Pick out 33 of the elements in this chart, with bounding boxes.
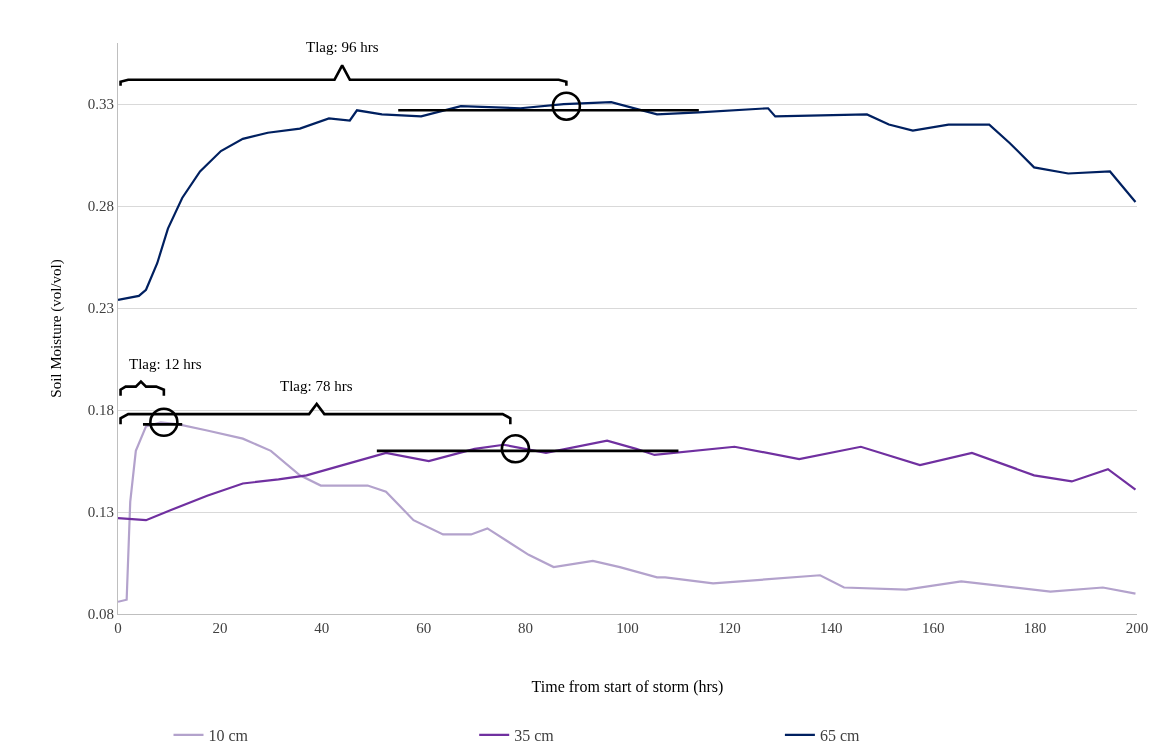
x-tick-label: 20 [212, 620, 228, 636]
y-tick-label: 0.28 [87, 198, 114, 215]
x-tick-label: 40 [314, 620, 330, 636]
y-tick-label: 0.23 [87, 300, 114, 317]
line-series [119, 64, 568, 88]
y-tick-label: 0.18 [87, 402, 114, 419]
x-tick-label: 160 [921, 620, 945, 636]
legend-label: 35 cm [514, 727, 555, 745]
annotation: Tlag: 78 hrs [280, 378, 353, 394]
legend-label: 65 cm [819, 727, 860, 745]
line-series [119, 380, 166, 398]
point [500, 434, 531, 464]
x-tick-label: 100 [616, 620, 639, 636]
x-tick-label: 140 [820, 620, 843, 636]
legend-label: 10 cm [208, 727, 249, 745]
point [551, 91, 582, 122]
x-tick-label: 60 [416, 620, 432, 636]
x-tick-label: 0 [114, 620, 122, 636]
y-tick-label: 0.13 [87, 504, 114, 521]
point [149, 407, 179, 438]
y-axis-title: Soil Moisture (vol/vol) [48, 259, 65, 398]
x-axis-title: Time from start of storm (hrs) [531, 677, 724, 696]
line-series [118, 439, 1137, 522]
x-tick-label: 200 [1125, 620, 1149, 636]
x-tick-label: 80 [518, 620, 534, 636]
y-tick-label: 0.08 [87, 606, 114, 623]
y-tick-label: 0.33 [87, 96, 114, 113]
annotation: Tlag: 12 hrs [129, 356, 202, 372]
x-tick-label: 180 [1023, 620, 1047, 636]
line-series [118, 101, 1137, 302]
line-series [118, 421, 1137, 603]
annotation: Tlag: 96 hrs [306, 39, 379, 55]
x-tick-label: 120 [718, 620, 741, 636]
